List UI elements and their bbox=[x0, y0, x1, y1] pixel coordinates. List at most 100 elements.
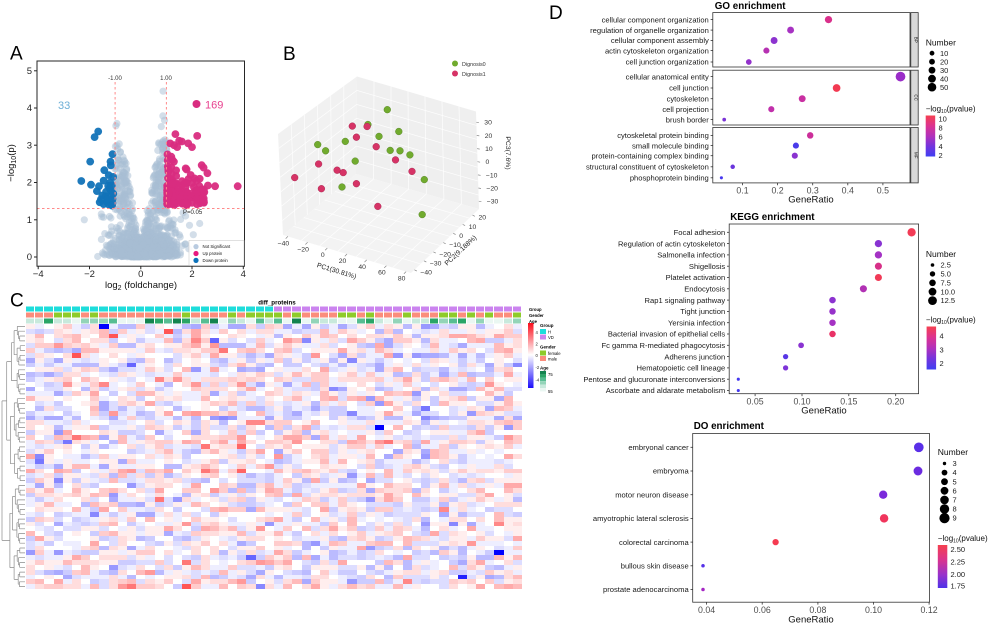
svg-text:cellular component organizatio: cellular component organization bbox=[602, 15, 709, 24]
svg-text:Group: Group bbox=[529, 307, 542, 312]
svg-text:Regulation of actin cytoskelet: Regulation of actin cytoskeleton bbox=[618, 239, 725, 248]
svg-text:−20: −20 bbox=[297, 246, 309, 253]
svg-text:4: 4 bbox=[939, 142, 943, 151]
svg-text:-1.00: -1.00 bbox=[108, 76, 122, 82]
svg-text:protein-containing complex bin: protein-containing complex binding bbox=[591, 151, 708, 160]
svg-text:0.2: 0.2 bbox=[771, 186, 783, 196]
svg-text:cell junction: cell junction bbox=[669, 84, 709, 93]
svg-text:0.15: 0.15 bbox=[840, 397, 857, 407]
svg-text:cell projection: cell projection bbox=[662, 105, 708, 114]
svg-text:20: 20 bbox=[479, 215, 487, 222]
svg-text:female: female bbox=[548, 351, 561, 356]
svg-text:prostate adenocarcinoma: prostate adenocarcinoma bbox=[603, 585, 689, 594]
svg-text:Fc gamma R-mediated phagocytos: Fc gamma R-mediated phagocytosis bbox=[602, 341, 726, 350]
svg-text:actin cytoskeleton organizatio: actin cytoskeleton organization bbox=[605, 46, 709, 55]
svg-text:6: 6 bbox=[953, 486, 957, 495]
svg-text:Bacterial invasion of epitheli: Bacterial invasion of epithelial cells bbox=[608, 330, 726, 339]
svg-text:VD: VD bbox=[548, 335, 554, 340]
svg-text:-2: -2 bbox=[536, 365, 540, 370]
svg-text:Salmonella infection: Salmonella infection bbox=[657, 251, 725, 260]
svg-text:cell junction organization: cell junction organization bbox=[626, 58, 709, 67]
svg-text:small molecule binding: small molecule binding bbox=[632, 141, 709, 150]
svg-text:Platelet activation: Platelet activation bbox=[666, 273, 726, 282]
svg-text:10.0: 10.0 bbox=[941, 287, 956, 296]
svg-text:GO enrichment: GO enrichment bbox=[715, 1, 787, 12]
svg-text:60: 60 bbox=[378, 270, 386, 277]
svg-text:8: 8 bbox=[939, 124, 943, 133]
svg-text:2: 2 bbox=[939, 151, 943, 160]
svg-text:0.12: 0.12 bbox=[921, 605, 938, 615]
svg-text:0.20: 0.20 bbox=[887, 397, 904, 407]
svg-text:2.5: 2.5 bbox=[941, 261, 951, 270]
svg-text:cellular anatomical entity: cellular anatomical entity bbox=[626, 72, 709, 81]
svg-text:Shigellosis: Shigellosis bbox=[689, 262, 726, 271]
svg-text:2: 2 bbox=[940, 359, 944, 368]
svg-text:4: 4 bbox=[27, 103, 32, 114]
svg-text:motor neuron disease: motor neuron disease bbox=[615, 490, 688, 499]
svg-text:2: 2 bbox=[536, 342, 539, 347]
svg-text:20: 20 bbox=[339, 258, 347, 265]
svg-text:9: 9 bbox=[953, 514, 957, 523]
svg-text:5: 5 bbox=[953, 477, 957, 486]
svg-text:80: 80 bbox=[398, 276, 406, 283]
svg-text:0: 0 bbox=[536, 353, 539, 358]
svg-text:Gender: Gender bbox=[540, 345, 556, 350]
svg-text:Adherens junction: Adherens junction bbox=[664, 352, 725, 361]
svg-text:Number: Number bbox=[926, 249, 956, 259]
svg-text:75: 75 bbox=[548, 372, 553, 377]
svg-text:0: 0 bbox=[459, 233, 463, 240]
svg-text:−20: −20 bbox=[439, 251, 451, 258]
svg-text:3: 3 bbox=[940, 345, 944, 354]
svg-text:male: male bbox=[548, 357, 558, 362]
svg-text:Yersinia infection: Yersinia infection bbox=[668, 318, 725, 327]
svg-text:55: 55 bbox=[548, 389, 553, 394]
svg-text:−log10(pvalue): −log10(pvalue) bbox=[926, 105, 976, 116]
svg-text:Rap1 signaling pathway: Rap1 signaling pathway bbox=[645, 296, 726, 305]
svg-text:PC3(7.6%): PC3(7.6%) bbox=[504, 136, 511, 169]
svg-text:Down protein: Down protein bbox=[203, 258, 229, 263]
svg-text:−log10(pvalue): −log10(pvalue) bbox=[938, 534, 988, 545]
svg-text:−2: −2 bbox=[84, 269, 95, 280]
svg-text:4: 4 bbox=[940, 332, 944, 341]
svg-text:0: 0 bbox=[486, 159, 490, 166]
svg-text:P=0.05: P=0.05 bbox=[183, 210, 203, 216]
svg-text:H: H bbox=[548, 330, 551, 335]
svg-text:1.00: 1.00 bbox=[160, 76, 172, 82]
svg-text:Dignosis0: Dignosis0 bbox=[462, 62, 486, 68]
svg-text:Number: Number bbox=[926, 38, 956, 48]
svg-text:Hematopoietic cell lineage: Hematopoietic cell lineage bbox=[637, 364, 726, 373]
svg-text:169: 169 bbox=[205, 100, 223, 112]
svg-text:0.04: 0.04 bbox=[698, 605, 715, 615]
svg-text:Focal adhesion: Focal adhesion bbox=[674, 228, 726, 237]
svg-text:4: 4 bbox=[241, 269, 246, 280]
svg-text:cytoskeletal protein binding: cytoskeletal protein binding bbox=[617, 131, 709, 140]
svg-text:Dignosis1: Dignosis1 bbox=[462, 72, 486, 78]
svg-text:MF: MF bbox=[914, 152, 919, 159]
svg-text:Ascorbate and aldarate metabol: Ascorbate and aldarate metabolism bbox=[606, 386, 725, 395]
svg-text:cellular component assembly: cellular component assembly bbox=[611, 36, 709, 45]
svg-text:6: 6 bbox=[939, 133, 943, 142]
svg-text:log2 (foldchange): log2 (foldchange) bbox=[105, 280, 177, 292]
svg-text:0.05: 0.05 bbox=[747, 397, 764, 407]
svg-text:7: 7 bbox=[953, 496, 957, 505]
svg-text:5: 5 bbox=[27, 66, 32, 77]
svg-text:3: 3 bbox=[27, 140, 32, 151]
svg-text:−30: −30 bbox=[487, 199, 499, 206]
svg-text:Endocytosis: Endocytosis bbox=[684, 285, 725, 294]
svg-text:0.5: 0.5 bbox=[877, 186, 889, 196]
svg-text:A: A bbox=[10, 44, 23, 65]
svg-text:phosphoprotein binding: phosphoprotein binding bbox=[630, 174, 709, 183]
svg-text:33: 33 bbox=[58, 100, 70, 112]
svg-text:10: 10 bbox=[940, 49, 948, 58]
svg-text:50: 50 bbox=[940, 83, 948, 92]
svg-text:Gender: Gender bbox=[529, 313, 544, 318]
svg-text:−20: −20 bbox=[486, 186, 498, 193]
svg-text:GeneRatio: GeneRatio bbox=[788, 615, 833, 626]
svg-text:0.08: 0.08 bbox=[809, 605, 826, 615]
svg-text:2.25: 2.25 bbox=[951, 557, 966, 566]
svg-text:Age: Age bbox=[540, 366, 549, 371]
svg-text:Number: Number bbox=[938, 447, 968, 457]
svg-text:D: D bbox=[549, 3, 563, 24]
svg-text:regulation of organelle organi: regulation of organelle organization bbox=[590, 26, 709, 35]
svg-text:DO enrichment: DO enrichment bbox=[694, 421, 765, 432]
